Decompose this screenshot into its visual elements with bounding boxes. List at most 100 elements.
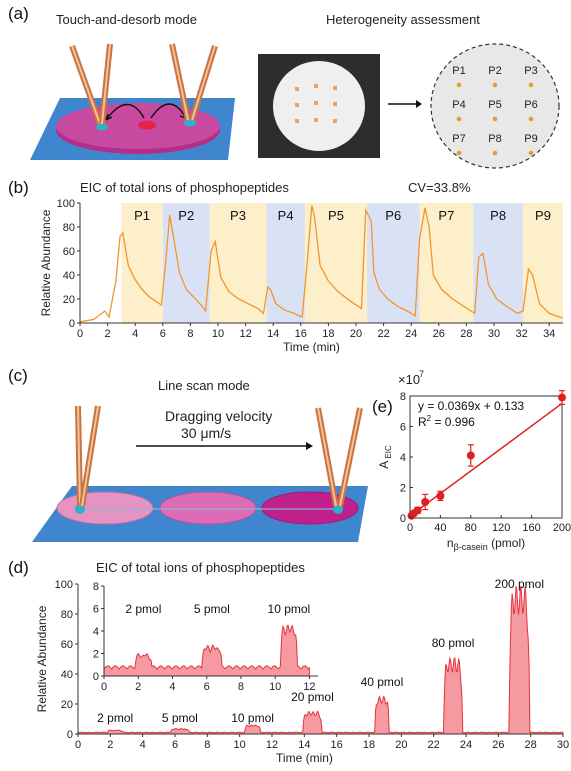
- capillary-right: [169, 43, 218, 121]
- panel-a-title-right: Heterogeneity assessment: [326, 12, 480, 27]
- fit-line: [409, 402, 563, 517]
- y-axis-title: Relative Abundance: [35, 605, 49, 712]
- segment-label: P2: [178, 208, 194, 223]
- inset-area: [103, 624, 310, 677]
- grid-point-label: P6: [524, 99, 537, 111]
- x-tick-label: 4: [132, 328, 138, 340]
- inset-peak-label: 5 pmol: [194, 602, 230, 616]
- y-tick-label: 20: [61, 699, 73, 711]
- panel-b-label: (b): [8, 178, 29, 197]
- segment-label: P9: [535, 208, 551, 223]
- y-axis-title: Relative Abundance: [39, 209, 53, 316]
- grid-point-dot: [456, 150, 462, 156]
- y-tick-label: 4: [400, 452, 406, 464]
- fit-r2: R2 = 0.996: [418, 414, 475, 429]
- peak-label: 20 pmol: [291, 690, 334, 704]
- x-tick-label: 200: [553, 522, 571, 534]
- segment-label: P8: [490, 208, 506, 223]
- grid-point-dot: [528, 116, 534, 122]
- y-tick-label: 60: [61, 639, 73, 651]
- x-tick-label: 12: [239, 328, 251, 340]
- x-tick-label: 16: [331, 739, 343, 751]
- scale-exponent: ×10: [398, 372, 420, 387]
- x-tick-label: 120: [492, 522, 510, 534]
- scan-capillary-right: [315, 407, 363, 507]
- x-tick-label: 16: [295, 328, 307, 340]
- y-tick-label: 0: [400, 513, 406, 525]
- segment-band: [266, 203, 305, 323]
- panel-c-label: (c): [8, 366, 28, 385]
- inset-peak-label: 2 pmol: [125, 602, 161, 616]
- x-tick-label: 28: [525, 739, 537, 751]
- heterogeneity-photo: [258, 54, 380, 158]
- arrow-right: [150, 103, 187, 119]
- peak-label: 5 pmol: [162, 711, 198, 725]
- inset-y-tick-label: 6: [93, 604, 99, 616]
- x-tick-label: 0: [75, 739, 81, 751]
- y-tick-label: 0: [69, 318, 75, 330]
- panel-a-label: (a): [8, 4, 29, 23]
- x-tick-label: 18: [322, 328, 334, 340]
- eic-trace: [79, 205, 564, 323]
- touch-desorb-illustration: [30, 43, 235, 160]
- y-axis-title: A EIC: [377, 445, 393, 469]
- peak-label: 80 pmol: [432, 636, 475, 650]
- segment-label: P7: [438, 208, 454, 223]
- spot-low: [56, 491, 154, 525]
- scan-capillary-left: [75, 405, 101, 507]
- arrow-to-grid: [388, 100, 422, 108]
- y-tick-label: 60: [63, 246, 75, 258]
- inset-x-tick-label: 6: [204, 681, 210, 693]
- inset-peak-label: 10 pmol: [268, 602, 311, 616]
- inset-x-tick-label: 4: [169, 681, 175, 693]
- scan-end: [333, 504, 343, 514]
- x-tick-label: 24: [460, 739, 472, 751]
- x-tick-label: 34: [543, 328, 555, 340]
- x-tick-label: 0: [407, 522, 413, 534]
- fit-equation: y = 0.0369x + 0.133: [418, 399, 524, 413]
- x-tick-label: 32: [515, 328, 527, 340]
- line-scan-illustration: [32, 405, 368, 542]
- segment-band: [473, 203, 523, 323]
- x-tick-label: 2: [105, 328, 111, 340]
- y-tick-label: 80: [61, 609, 73, 621]
- segment-label: P4: [278, 208, 294, 223]
- grid-point-label: P9: [524, 133, 537, 145]
- x-tick-label: 30: [488, 328, 500, 340]
- y-tick-label: 40: [61, 669, 73, 681]
- y-tick-label: 80: [63, 222, 75, 234]
- data-point: [466, 451, 475, 460]
- panel-e-label: (e): [372, 397, 393, 416]
- panel-c-title: Line scan mode: [158, 378, 250, 393]
- segment-label: P6: [385, 208, 401, 223]
- grid-point-label: P2: [488, 65, 501, 77]
- grid-point-dot: [456, 116, 462, 122]
- grid-point-label: P4: [452, 99, 465, 111]
- desorb-spot: [138, 120, 156, 130]
- grid-point-dot: [456, 82, 462, 88]
- grid-point-dot: [528, 82, 534, 88]
- inset-x-tick-label: 10: [269, 681, 281, 693]
- x-tick-label: 2: [107, 739, 113, 751]
- probe-contact-left: [96, 123, 108, 131]
- x-tick-label: 160: [522, 522, 540, 534]
- x-axis-title: Time (min): [276, 751, 333, 765]
- x-tick-label: 6: [160, 328, 166, 340]
- peak-label: 200 pmol: [495, 577, 544, 591]
- x-tick-label: 26: [492, 739, 504, 751]
- velocity-value: 30 μm/s: [181, 425, 232, 441]
- x-tick-label: 14: [298, 739, 310, 751]
- x-tick-label: 12: [266, 739, 278, 751]
- velocity-label: Dragging velocity: [165, 408, 273, 424]
- segment-band: [522, 203, 563, 323]
- y-tick-label: 2: [400, 483, 406, 495]
- peak-label: 2 pmol: [97, 711, 133, 725]
- x-tick-label: 4: [140, 739, 146, 751]
- data-point: [436, 491, 445, 500]
- scan-start: [75, 504, 85, 514]
- y-tick-label: 6: [400, 422, 406, 434]
- sample-grid-diagram: P1 P2 P3 P4 P5 P6 P7 P8 P9: [430, 43, 560, 169]
- y-tick-label: 0: [67, 729, 73, 741]
